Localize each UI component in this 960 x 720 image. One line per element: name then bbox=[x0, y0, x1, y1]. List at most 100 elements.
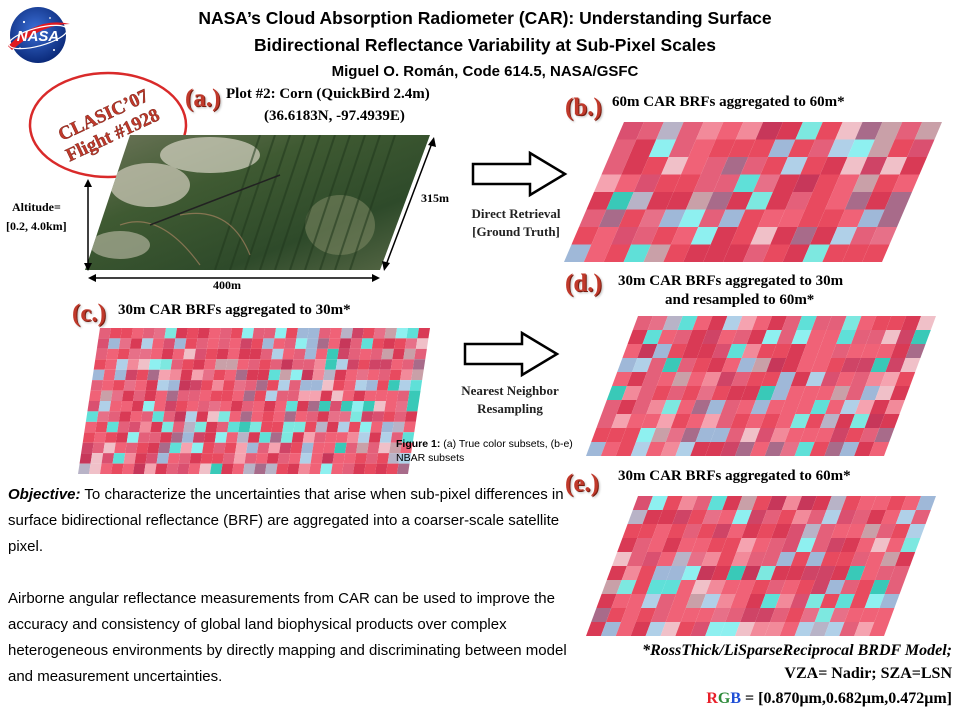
mosaic-pixel bbox=[338, 411, 352, 422]
mosaic-pixel bbox=[840, 580, 861, 594]
mosaic-pixel bbox=[596, 414, 617, 428]
mosaic-pixel bbox=[693, 174, 721, 192]
mosaic-pixel bbox=[637, 344, 658, 358]
mosaic-pixel bbox=[817, 209, 845, 227]
mosaic-pixel bbox=[356, 442, 369, 454]
mosaic-pixel bbox=[820, 372, 841, 386]
mosaic-pixel bbox=[334, 442, 347, 454]
mosaic-pixel bbox=[676, 358, 697, 372]
mosaic-pixel bbox=[723, 244, 751, 262]
mosaic-pixel bbox=[386, 390, 399, 401]
mosaic-pixel bbox=[100, 390, 113, 401]
mosaic-pixel bbox=[301, 369, 314, 381]
mosaic-pixel bbox=[690, 442, 711, 456]
mosaic-pixel bbox=[814, 428, 835, 442]
mosaic-pixel bbox=[667, 344, 688, 358]
mosaic-pixel bbox=[329, 328, 342, 339]
mosaic-pixel bbox=[636, 122, 664, 140]
mosaic-pixel bbox=[755, 428, 776, 442]
mosaic-pixel bbox=[232, 463, 245, 474]
mosaic-pixel bbox=[678, 209, 706, 227]
mosaic-pixel bbox=[221, 390, 234, 401]
mosaic-pixel bbox=[309, 390, 322, 401]
mosaic-pixel bbox=[279, 442, 292, 454]
mosaic-pixel bbox=[696, 122, 724, 140]
mosaic-pixel bbox=[735, 400, 756, 414]
mosaic-pixel bbox=[586, 622, 607, 636]
mosaic-pixel bbox=[206, 411, 220, 422]
mosaic-pixel bbox=[400, 442, 413, 454]
mosaic-pixel bbox=[327, 338, 341, 349]
mosaic-pixel bbox=[768, 139, 796, 157]
mosaic-pixel bbox=[626, 594, 647, 608]
mosaic-pixel bbox=[191, 442, 204, 454]
mosaic-pixel bbox=[136, 442, 149, 454]
mosaic-pixel bbox=[864, 594, 885, 608]
mosaic-pixel bbox=[600, 442, 621, 456]
mosaic-pixel bbox=[662, 496, 683, 510]
mosaic-pixel bbox=[750, 400, 771, 414]
mosaic-pixel bbox=[886, 316, 907, 330]
mosaic-pixel bbox=[106, 348, 119, 360]
mosaic-pixel bbox=[872, 174, 900, 192]
mosaic-pixel bbox=[887, 139, 915, 157]
mosaic-pixel bbox=[766, 316, 787, 330]
mosaic-pixel bbox=[905, 344, 926, 358]
mosaic-pixel bbox=[320, 390, 333, 401]
mosaic-pixel bbox=[128, 348, 141, 360]
mosaic-pixel bbox=[785, 566, 806, 580]
mosaic-pixel bbox=[189, 380, 203, 391]
mosaic-pixel bbox=[140, 338, 154, 349]
mosaic-pixel bbox=[173, 338, 187, 349]
mosaic-pixel bbox=[381, 421, 394, 433]
mosaic-pixel bbox=[118, 338, 132, 349]
mosaic-pixel bbox=[631, 400, 652, 414]
mosaic-pixel bbox=[348, 421, 361, 433]
mosaic-pixel bbox=[200, 453, 214, 464]
mosaic-pixel bbox=[875, 566, 896, 580]
mosaic-pixel bbox=[889, 386, 910, 400]
mosaic-pixel bbox=[703, 244, 731, 262]
mosaic-pixel bbox=[645, 442, 666, 456]
mosaic-pixel bbox=[335, 432, 349, 443]
mosaic-pixel bbox=[159, 432, 173, 443]
mosaic-pixel bbox=[900, 538, 921, 552]
panel-d-caption-1: 30m CAR BRFs aggregated to 30m bbox=[618, 273, 844, 289]
mosaic-pixel bbox=[600, 622, 621, 636]
mosaic-pixel bbox=[287, 390, 300, 401]
mosaic-pixel bbox=[730, 594, 751, 608]
mosaic-pixel bbox=[309, 463, 322, 474]
mosaic-pixel bbox=[635, 608, 656, 622]
mosaic-pixel bbox=[586, 192, 614, 210]
objective-body: To characterize the uncertainties that a… bbox=[8, 486, 564, 555]
mosaic-pixel bbox=[771, 524, 792, 538]
mosaic-pixel bbox=[746, 372, 767, 386]
mosaic-pixel bbox=[134, 453, 148, 464]
mosaic-pixel bbox=[656, 414, 677, 428]
mosaic-pixel bbox=[233, 380, 247, 391]
mosaic-pixel bbox=[142, 328, 155, 339]
mosaic-pixel bbox=[296, 328, 309, 339]
mosaic-pixel bbox=[85, 411, 99, 422]
mosaic-pixel bbox=[790, 552, 811, 566]
mosaic-pixel bbox=[691, 358, 712, 372]
mosaic-pixel bbox=[760, 414, 781, 428]
mosaic-pixel bbox=[877, 209, 905, 227]
mosaic-pixel bbox=[175, 401, 188, 412]
mosaic-pixel bbox=[819, 414, 840, 428]
mosaic-pixel bbox=[731, 552, 752, 566]
mosaic-pixel bbox=[177, 463, 190, 474]
mosaic-pixel bbox=[735, 580, 756, 594]
mosaic-pixel bbox=[161, 348, 174, 360]
mosaic-pixel bbox=[661, 157, 689, 175]
mosaic-pixel bbox=[373, 328, 386, 339]
mosaic-pixel bbox=[155, 390, 168, 401]
mosaic-pixel bbox=[305, 411, 319, 422]
mosaic-pixel bbox=[387, 380, 401, 391]
mosaic-pixel bbox=[111, 390, 124, 401]
mosaic-pixel bbox=[770, 428, 791, 442]
mosaic-pixel bbox=[197, 401, 210, 412]
mosaic-pixel bbox=[676, 538, 697, 552]
mosaic-pixel bbox=[371, 338, 385, 349]
mosaic-pixel bbox=[353, 463, 366, 474]
